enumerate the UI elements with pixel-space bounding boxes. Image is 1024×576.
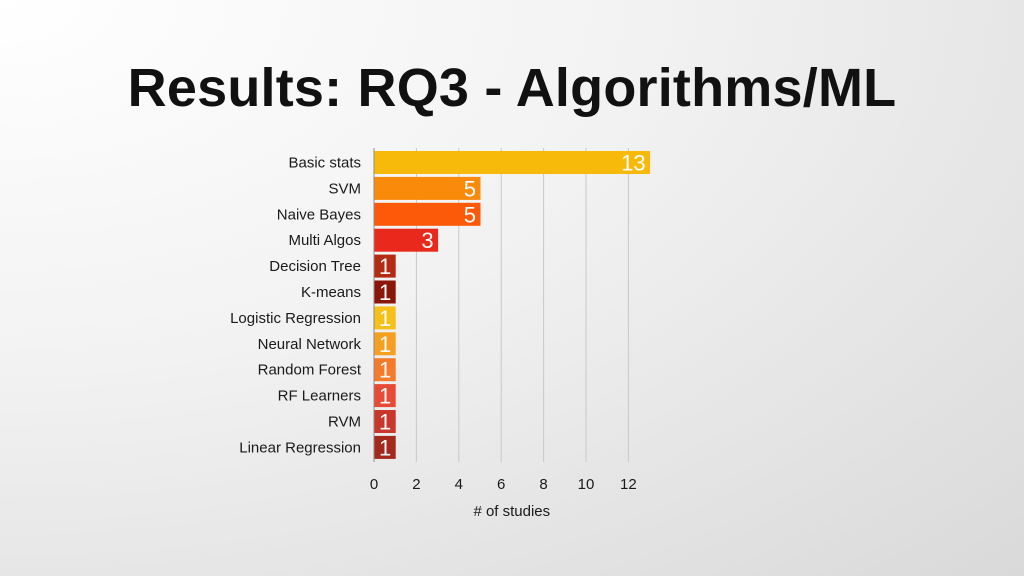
x-axis-title: # of studies bbox=[473, 503, 550, 520]
category-label: Multi Algos bbox=[288, 232, 361, 249]
category-label: Logistic Regression bbox=[230, 310, 361, 327]
bar-value-label: 5 bbox=[464, 176, 476, 201]
bar-value-label: 1 bbox=[379, 306, 391, 331]
bar-value-label: 1 bbox=[379, 254, 391, 279]
x-tick-label: 2 bbox=[412, 476, 420, 493]
x-tick-label: 8 bbox=[539, 476, 547, 493]
x-tick-label: 10 bbox=[578, 476, 595, 493]
bar-value-label: 1 bbox=[379, 332, 391, 357]
x-tick-label: 12 bbox=[620, 476, 637, 493]
bar-value-label: 1 bbox=[379, 358, 391, 383]
x-tick-label: 6 bbox=[497, 476, 505, 493]
bar bbox=[374, 228, 439, 252]
bar bbox=[374, 202, 481, 226]
bar bbox=[374, 280, 396, 304]
category-label: Random Forest bbox=[258, 362, 362, 379]
bar-value-label: 13 bbox=[621, 151, 645, 176]
bar-value-label: 1 bbox=[379, 410, 391, 435]
bar bbox=[374, 151, 651, 174]
bar bbox=[374, 384, 396, 408]
slide-title: Results: RQ3 - Algorithms/ML bbox=[127, 58, 897, 118]
bar-value-label: 3 bbox=[421, 228, 433, 253]
category-label: K-means bbox=[301, 284, 361, 301]
category-labels: Basic stats SVM Naive Bayes Multi Algos Deci… bbox=[230, 155, 362, 457]
gridlines bbox=[415, 148, 629, 462]
x-tick-label: 0 bbox=[370, 476, 378, 493]
bar bbox=[374, 435, 396, 459]
category-label: Basic stats bbox=[288, 155, 361, 172]
x-tick-labels: 0 2 4 6 8 10 12 bbox=[370, 476, 637, 493]
bar bbox=[374, 358, 396, 382]
bar bbox=[374, 332, 396, 356]
bar bbox=[374, 254, 396, 278]
category-label: Decision Tree bbox=[269, 258, 361, 275]
bar bbox=[374, 410, 396, 433]
bar-value-label: 1 bbox=[379, 280, 391, 305]
bar-value-label: 1 bbox=[379, 384, 391, 409]
bar bbox=[374, 306, 396, 330]
category-label: SVM bbox=[328, 180, 361, 197]
category-label: RVM bbox=[328, 414, 361, 431]
category-label: Naive Bayes bbox=[277, 206, 361, 223]
bar-value-label: 1 bbox=[379, 435, 391, 460]
bar-value-label: 5 bbox=[464, 202, 476, 227]
x-tick-label: 4 bbox=[455, 476, 463, 493]
category-label: RF Learners bbox=[278, 388, 361, 405]
category-label: Linear Regression bbox=[239, 439, 361, 456]
category-label: Neural Network bbox=[258, 336, 362, 353]
bar bbox=[374, 176, 481, 200]
